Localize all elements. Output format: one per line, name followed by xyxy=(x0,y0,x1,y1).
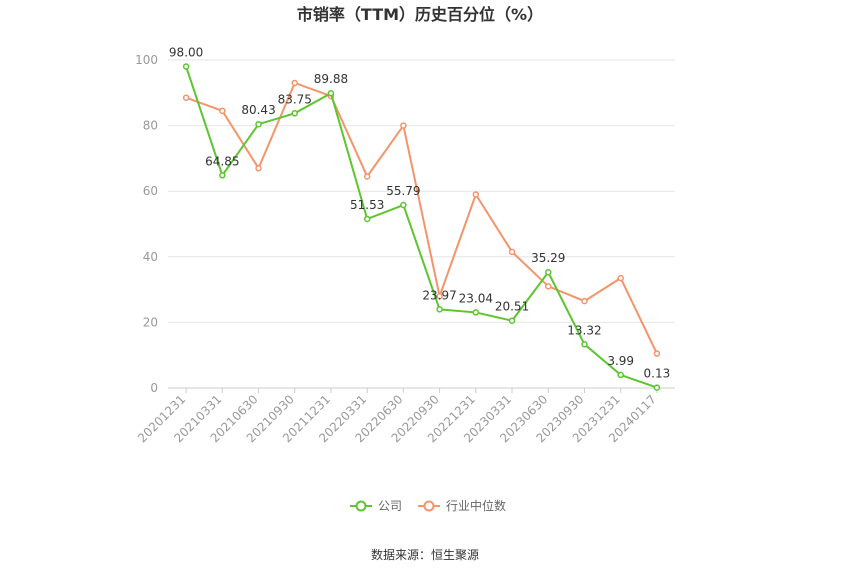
data-label: 35.29 xyxy=(531,251,565,265)
legend[interactable]: 公司 行业中位数 xyxy=(350,498,506,513)
data-point[interactable] xyxy=(436,306,443,313)
data-point[interactable] xyxy=(219,107,226,115)
data-point[interactable] xyxy=(363,173,371,180)
data-point[interactable] xyxy=(508,317,516,324)
data-label: 23.97 xyxy=(422,288,456,302)
series-line-company xyxy=(185,66,658,389)
data-point[interactable] xyxy=(291,79,298,87)
data-point[interactable] xyxy=(545,268,552,276)
data-point[interactable] xyxy=(653,384,661,391)
data-point[interactable] xyxy=(617,274,624,282)
data-point[interactable] xyxy=(255,120,262,128)
data-point[interactable] xyxy=(363,215,371,223)
data-point[interactable] xyxy=(291,110,298,117)
series-line-industry-median xyxy=(185,81,658,354)
data-source: 数据来源：恒生聚源 xyxy=(371,547,479,562)
y-tick-label: 80 xyxy=(143,119,158,133)
data-label: 51.53 xyxy=(350,198,384,212)
data-label: 0.13 xyxy=(644,367,671,381)
data-point[interactable] xyxy=(400,201,407,209)
legend-label: 公司 xyxy=(378,499,402,513)
data-point[interactable] xyxy=(436,292,443,300)
data-point[interactable] xyxy=(472,309,480,316)
legend-item[interactable]: 公司 xyxy=(350,499,402,513)
data-point[interactable] xyxy=(581,297,588,305)
x-axis: 2020123120210331202106302021093020211231… xyxy=(135,388,659,445)
legend-label: 行业中位数 xyxy=(446,498,506,513)
data-label: 83.75 xyxy=(278,92,312,106)
y-tick-label: 40 xyxy=(143,250,158,264)
legend-item[interactable]: 行业中位数 xyxy=(418,498,506,513)
chart-title: 市销率（TTM）历史百分位（%） xyxy=(297,5,543,24)
data-label: 98.00 xyxy=(169,46,203,60)
y-tick-label: 20 xyxy=(143,315,158,329)
legend-marker xyxy=(423,500,435,512)
data-point[interactable] xyxy=(508,248,516,256)
legend-marker xyxy=(355,500,367,512)
data-point[interactable] xyxy=(653,350,661,357)
y-tick-label: 60 xyxy=(143,184,158,198)
data-point[interactable] xyxy=(617,371,624,379)
y-axis: 0 20 40 60 80 100 xyxy=(135,53,158,395)
data-point[interactable] xyxy=(545,283,552,290)
data-point[interactable] xyxy=(327,89,335,97)
data-point[interactable] xyxy=(219,172,226,179)
data-label: 80.43 xyxy=(241,103,275,117)
data-point[interactable] xyxy=(400,122,407,129)
y-tick-label: 100 xyxy=(135,53,158,67)
data-label: 13.32 xyxy=(567,323,601,337)
data-point[interactable] xyxy=(472,191,480,198)
data-point[interactable] xyxy=(182,94,190,101)
series-layer xyxy=(182,63,661,391)
data-label: 20.51 xyxy=(495,300,529,314)
data-point[interactable] xyxy=(255,164,262,172)
data-label: 64.85 xyxy=(205,154,239,168)
data-point[interactable] xyxy=(581,341,588,348)
data-label: 23.04 xyxy=(459,291,493,305)
y-tick-label: 0 xyxy=(150,381,158,395)
data-point[interactable] xyxy=(182,63,190,70)
data-label: 55.79 xyxy=(386,184,420,198)
data-label: 3.99 xyxy=(607,354,634,368)
data-label: 89.88 xyxy=(314,72,348,86)
